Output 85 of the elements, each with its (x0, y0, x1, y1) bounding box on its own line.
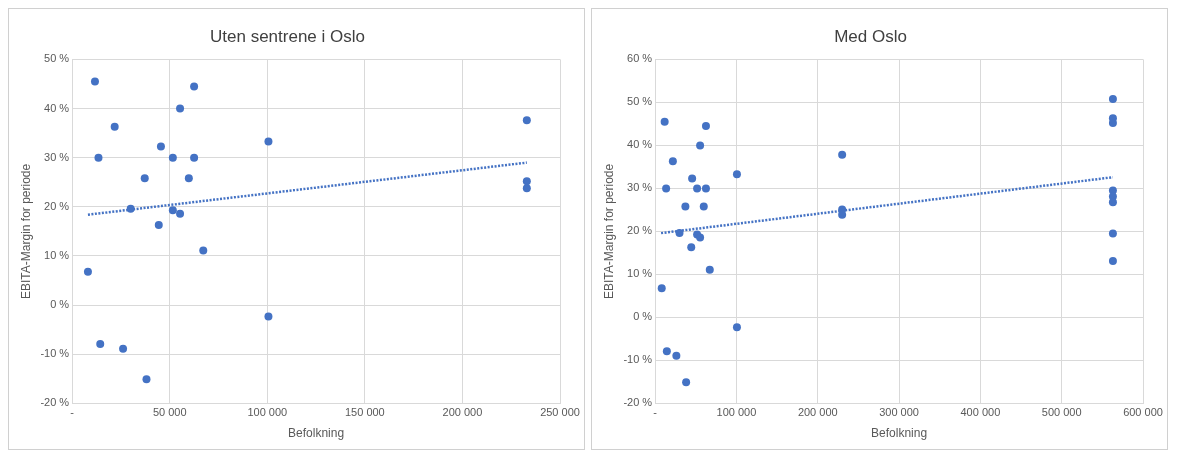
x-tick-label: 100 000 (716, 406, 757, 419)
point (199, 246, 208, 255)
x-tick-label: 600 000 (1123, 406, 1163, 419)
y-tick-label: 30 % (627, 181, 653, 194)
point (142, 375, 151, 384)
point (126, 204, 135, 213)
point (662, 347, 671, 356)
point (522, 116, 531, 125)
point (190, 82, 199, 91)
point (1108, 94, 1117, 103)
point (176, 104, 185, 113)
point (701, 184, 710, 193)
x-tick-label: 250 000 (540, 406, 580, 419)
y-tick-label: 50 % (627, 95, 653, 108)
x-tick-label: 50 000 (152, 406, 187, 419)
point (705, 265, 714, 274)
point (1108, 257, 1117, 266)
point (1108, 119, 1117, 128)
y-tick-label: -10 % (40, 347, 70, 360)
point (696, 141, 705, 150)
point (688, 174, 697, 183)
point (522, 177, 531, 186)
x-tick-label: 200 000 (442, 406, 483, 419)
point (190, 153, 199, 162)
point (90, 77, 99, 86)
point (168, 153, 177, 162)
point (693, 184, 702, 193)
y-tick-label: 20 % (44, 199, 70, 212)
chart-title: Uten sentrene i Oslo (210, 26, 365, 46)
x-tick-label: 400 000 (960, 406, 1001, 419)
x-tick-label: - (70, 406, 75, 419)
point (83, 267, 92, 276)
y-tick-label: -20 % (623, 396, 653, 409)
point (96, 339, 105, 348)
chart-title: Med Oslo (834, 26, 907, 46)
y-tick-label: 60 % (627, 52, 653, 65)
y-tick-label: 30 % (44, 150, 70, 163)
x-tick-label: - (653, 406, 658, 419)
point (732, 170, 741, 179)
y-tick-label: 50 % (44, 52, 70, 65)
point (1108, 229, 1117, 238)
point (110, 122, 119, 131)
point (1108, 198, 1117, 207)
point (699, 202, 708, 211)
point (154, 221, 163, 230)
point (184, 174, 193, 183)
point (522, 184, 531, 193)
point (682, 378, 691, 387)
x-axis-title: Befolkning (871, 426, 928, 441)
point (732, 323, 741, 332)
x-tick-label: 200 000 (797, 406, 838, 419)
y-tick-label: -10 % (623, 353, 653, 366)
point (662, 184, 671, 193)
point (675, 229, 684, 238)
y-tick-label: 0 % (633, 310, 653, 323)
point (264, 137, 273, 146)
point (687, 243, 696, 252)
point (156, 142, 165, 151)
point (681, 202, 690, 211)
x-tick-label: 150 000 (344, 406, 385, 419)
x-tick-label: 500 000 (1041, 406, 1082, 419)
point (176, 209, 185, 218)
point (264, 312, 273, 321)
point (140, 174, 149, 183)
y-tick-label: -20 % (40, 396, 70, 409)
point (168, 206, 177, 215)
point (94, 153, 103, 162)
y-axis-title: EBITA-Margin for periode (18, 163, 33, 299)
point (657, 284, 666, 293)
y-tick-label: 20 % (627, 224, 653, 237)
x-tick-label: 300 000 (879, 406, 919, 419)
point (838, 150, 847, 159)
y-axis-title: EBITA-Margin for periode (601, 163, 616, 299)
point (672, 351, 681, 360)
y-tick-label: 10 % (44, 249, 70, 261)
y-tick-label: 10 % (627, 267, 653, 280)
point (668, 157, 677, 166)
y-tick-label: 40 % (627, 138, 653, 151)
y-tick-label: 40 % (44, 101, 70, 114)
point (701, 122, 710, 131)
x-axis-title: Befolkning (288, 426, 345, 441)
y-tick-label: 0 % (50, 298, 70, 311)
x-tick-label: 100 000 (247, 406, 288, 419)
point (660, 117, 669, 126)
point (119, 344, 128, 353)
